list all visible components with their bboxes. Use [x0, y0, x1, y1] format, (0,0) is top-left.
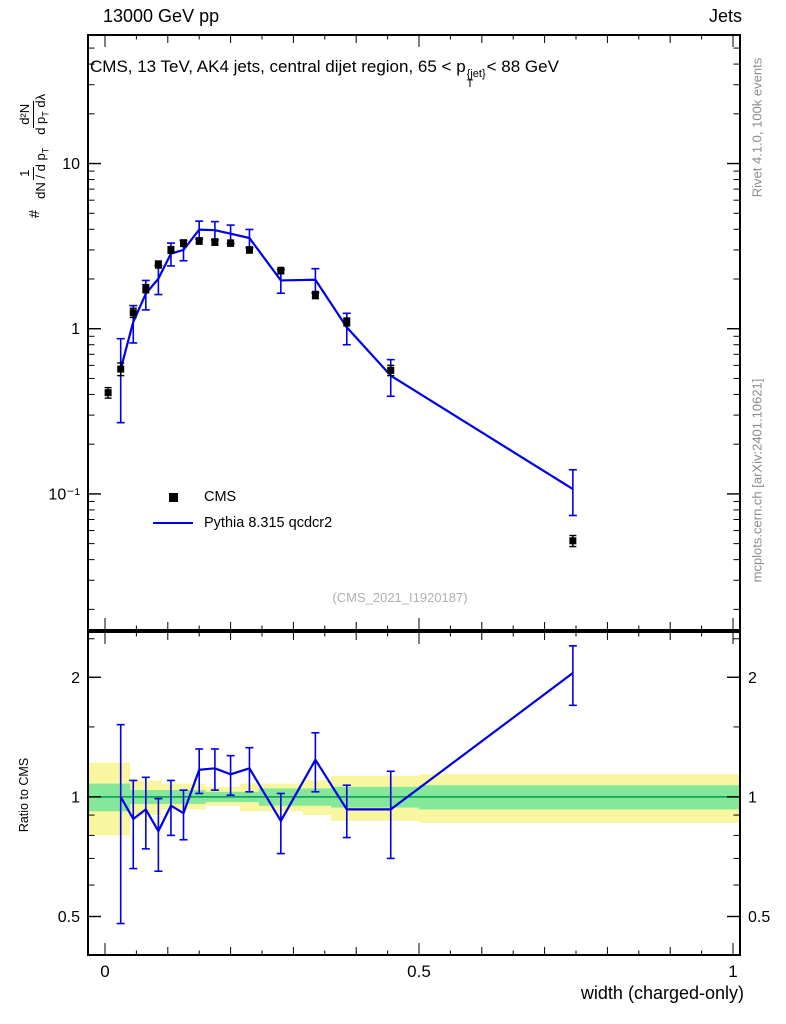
ratio-uncertainty-bands [88, 762, 740, 836]
legend-item-cms: CMS [150, 484, 332, 510]
plot-title-prefix: CMS, 13 TeV, AK4 jets, central dijet reg… [90, 57, 466, 76]
plot-title-suffix: < 88 GeV [486, 57, 559, 76]
watermark-analysis-id: (CMS_2021_I1920187) [332, 590, 468, 605]
pythia-curve [119, 228, 574, 490]
ratio-y-tick-label-right: 1 [748, 789, 757, 806]
legend-label-pythia: Pythia 8.315 qcdcr2 [204, 515, 333, 531]
cms-data-point [117, 365, 125, 373]
pythia-line-marker-icon [153, 522, 193, 524]
main-series [104, 220, 577, 548]
main-y-tick-label: 10 [62, 156, 80, 173]
cms-data-point [277, 267, 285, 275]
ratio-frame [87, 631, 741, 956]
ratio-curve [119, 672, 574, 834]
x-tick-label: 0.5 [407, 962, 431, 981]
cms-data-point [154, 260, 162, 268]
ratio-y-axis-label: Ratio to CMS [17, 757, 31, 833]
x-tick-label: 1 [728, 962, 737, 981]
cms-data-point [245, 246, 253, 254]
ratio-y-tick-label-right: 2 [748, 670, 757, 687]
cms-data-point [387, 366, 395, 374]
cms-square-marker-icon [168, 492, 178, 502]
cms-data-point [195, 237, 203, 245]
ratio-y-tick-label-right: 0.5 [748, 909, 770, 926]
ratio-y-tick-label-left: 2 [71, 670, 80, 687]
ratio-y-tick-label-left: 1 [71, 789, 80, 806]
legend: CMS Pythia 8.315 qcdcr2 [150, 484, 332, 536]
ylabel-fraction-1: 1 dN / d pT [16, 147, 51, 199]
cms-data-point [180, 239, 187, 247]
axis-ticks: 10 1 10⁻¹ 2 2 1 1 0.5 0.5 0 0.5 1 [48, 34, 770, 981]
cms-data-point [311, 291, 319, 299]
cms-data-point [227, 239, 235, 247]
cms-data-point [142, 285, 150, 293]
main-y-axis-label: # 1 dN / d pT d²N d pT dλ [6, 35, 62, 275]
legend-item-pythia: Pythia 8.315 qcdcr2 [150, 510, 332, 536]
cms-data-point [569, 537, 577, 545]
x-axis-label: width (charged-only) [580, 983, 744, 1003]
cms-data-point [104, 389, 112, 397]
pt-jet-symbol: {jet} T [466, 68, 486, 91]
x-tick-label: 0 [100, 962, 109, 981]
analysis-group-label: Jets [708, 6, 742, 26]
ylabel-prefix: # [25, 209, 43, 219]
plot-title: CMS, 13 TeV, AK4 jets, central dijet reg… [90, 57, 559, 90]
ratio-y-tick-label-left: 0.5 [58, 909, 80, 926]
mcplots-attribution: mcplots.cern.ch [arXiv:2401.10621] [749, 378, 765, 583]
main-y-tick-label: 10⁻¹ [48, 486, 80, 503]
legend-label-cms: CMS [204, 489, 237, 505]
main-y-tick-label: 1 [71, 321, 80, 338]
ylabel-fraction-2: d²N d pT dλ [16, 93, 51, 135]
cms-data-point [167, 246, 175, 254]
beam-energy-label: 13000 GeV pp [103, 6, 220, 26]
cms-data-point [211, 238, 219, 246]
main-frame [87, 34, 741, 631]
cms-data-point [343, 318, 351, 326]
cms-data-point [129, 309, 137, 317]
rivet-version-note: Rivet 4.1.0, 100k events [749, 57, 765, 198]
ratio-series [116, 645, 577, 925]
